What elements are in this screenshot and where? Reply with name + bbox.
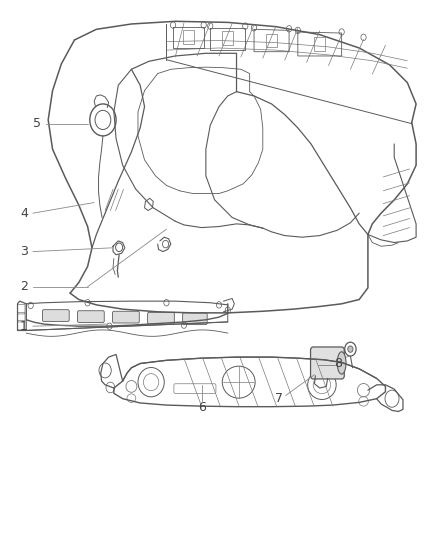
Ellipse shape: [337, 352, 346, 374]
Text: 1: 1: [20, 320, 28, 333]
Bar: [183, 30, 194, 44]
FancyBboxPatch shape: [148, 312, 174, 324]
Text: 3: 3: [20, 245, 28, 258]
FancyBboxPatch shape: [183, 313, 207, 325]
Bar: [314, 37, 325, 51]
FancyBboxPatch shape: [311, 347, 344, 379]
Circle shape: [348, 346, 353, 352]
FancyBboxPatch shape: [42, 310, 69, 321]
Bar: [222, 31, 233, 45]
FancyBboxPatch shape: [78, 311, 104, 322]
Text: 5: 5: [33, 117, 41, 130]
Text: 2: 2: [20, 280, 28, 293]
FancyBboxPatch shape: [113, 311, 139, 323]
Bar: [266, 34, 277, 47]
Text: 6: 6: [198, 401, 206, 414]
Text: 7: 7: [276, 392, 283, 405]
Text: 4: 4: [20, 207, 28, 220]
Text: 8: 8: [334, 357, 342, 370]
